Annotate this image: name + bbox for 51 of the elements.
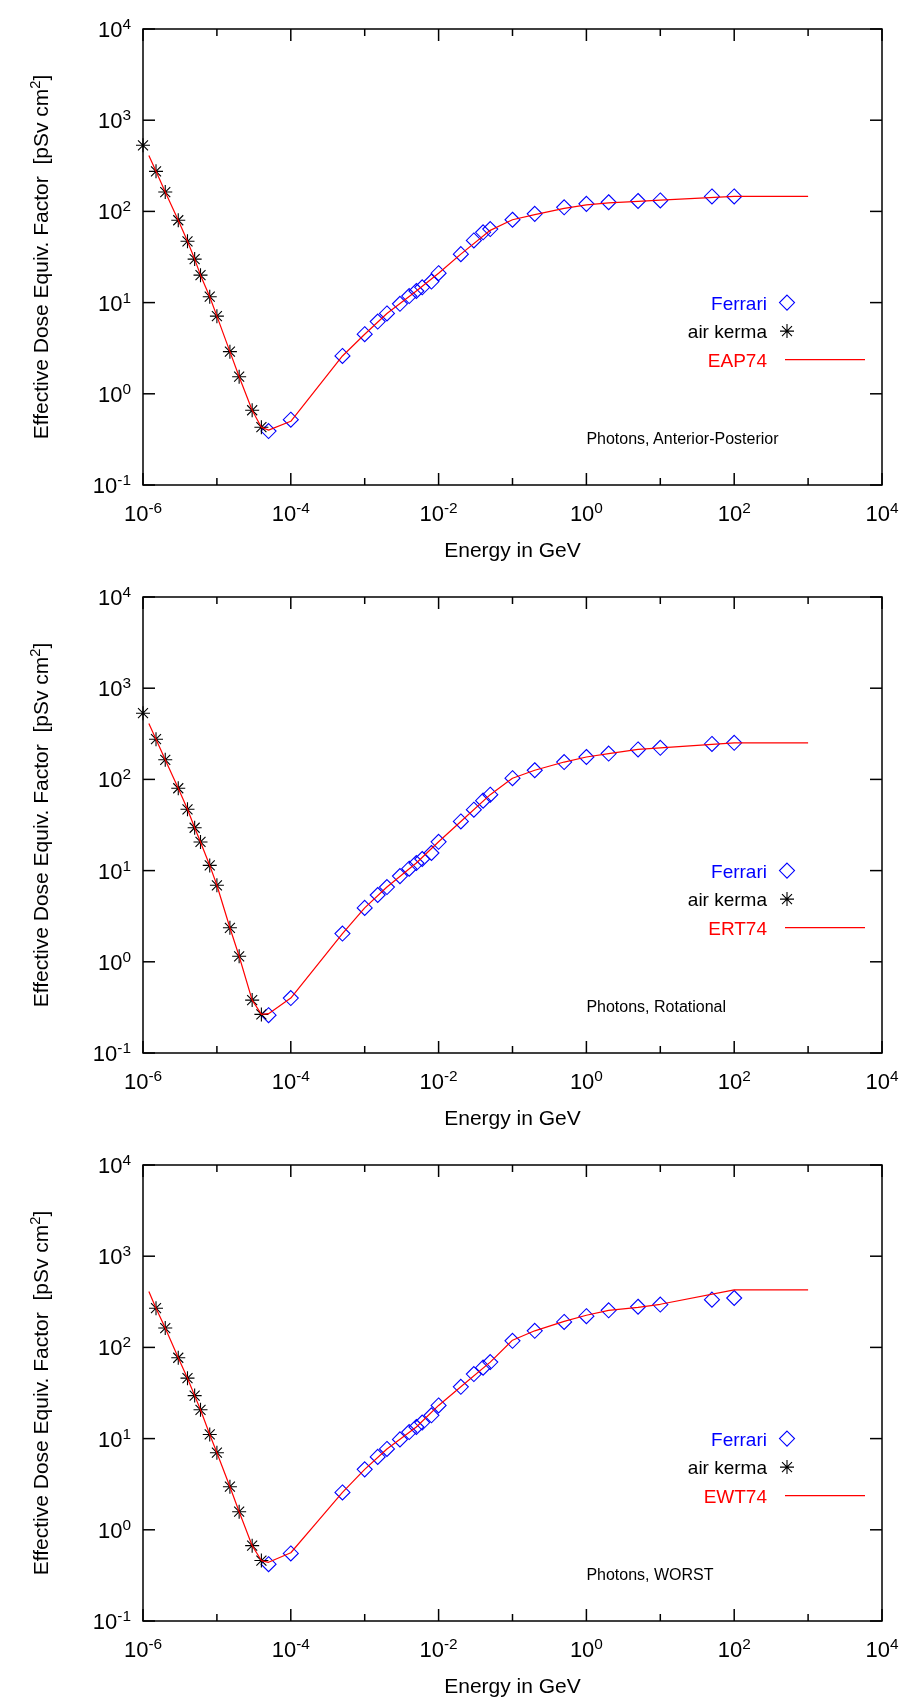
x-tick-label: 10$^{2}$ xyxy=(717,1634,751,1662)
y-tick-label: 10$^{1}$ xyxy=(97,288,131,316)
y-tick-label: 10$^{0}$ xyxy=(97,379,131,407)
x-tick-label: 10$^{-2}$ xyxy=(419,1634,458,1662)
y-tick-label: 10$^{4}$ xyxy=(97,14,132,42)
x-tick-label: 10$^{0}$ xyxy=(569,1634,603,1662)
legend-label: Ferrari xyxy=(711,1428,767,1450)
x-tick-label: 10$^{-6}$ xyxy=(123,1066,163,1094)
legend-label: Ferrari xyxy=(711,860,767,882)
x-tick-label: 10$^{-4}$ xyxy=(271,1634,311,1662)
x-tick-label: 10$^{4}$ xyxy=(865,498,899,526)
y-tick-label: 10$^{3}$ xyxy=(97,105,131,134)
legend-label: air kerma xyxy=(687,1457,768,1479)
y-tick-label: 10$^{0}$ xyxy=(97,947,131,975)
y-tick-label: 10$^{4}$ xyxy=(97,1150,132,1178)
x-tick-label: 10$^{-4}$ xyxy=(271,498,311,526)
y-tick-label: 10$^{0}$ xyxy=(97,1515,131,1543)
x-axis-title: Energy in GeV xyxy=(444,1106,581,1129)
y-tick-label: 10$^{4}$ xyxy=(97,582,132,610)
x-tick-label: 10$^{0}$ xyxy=(569,498,603,526)
y-tick-label: 10$^{2}$ xyxy=(97,1332,131,1361)
legend-label: air kerma xyxy=(687,889,768,911)
annotation: Photons, Anterior-Posterior xyxy=(586,429,780,447)
annotation: Photons, Rotational xyxy=(586,997,727,1015)
y-tick-label: 10$^{3}$ xyxy=(97,1241,131,1270)
x-tick-label: 10$^{-2}$ xyxy=(419,498,458,526)
y-tick-label: 10$^{2}$ xyxy=(97,764,131,793)
y-tick-label: 10$^{1}$ xyxy=(97,1424,131,1452)
legend-label: EWT74 xyxy=(703,1485,768,1507)
x-tick-label: 10$^{2}$ xyxy=(717,498,751,526)
y-tick-label: 10$^{3}$ xyxy=(97,673,131,702)
legend-label: Ferrari xyxy=(711,292,767,314)
y-tick-label: 10$^{-1}$ xyxy=(92,470,131,498)
legend-label: ERT74 xyxy=(708,917,768,939)
annotation: Photons, WORST xyxy=(586,1565,714,1583)
x-tick-label: 10$^{-4}$ xyxy=(271,1066,311,1094)
x-axis-title: Energy in GeV xyxy=(444,538,581,561)
x-tick-label: 10$^{-6}$ xyxy=(123,498,163,526)
legend-label: EAP74 xyxy=(707,349,768,371)
legend-label: air kerma xyxy=(687,321,768,343)
x-tick-label: 10$^{0}$ xyxy=(569,1066,603,1094)
x-axis-title: Energy in GeV xyxy=(444,1674,581,1697)
y-tick-label: 10$^{2}$ xyxy=(97,196,131,225)
y-tick-label: 10$^{-1}$ xyxy=(92,1606,131,1634)
y-tick-label: 10$^{-1}$ xyxy=(92,1038,131,1066)
x-tick-label: 10$^{-6}$ xyxy=(123,1634,163,1662)
x-tick-label: 10$^{-2}$ xyxy=(419,1066,458,1094)
x-tick-label: 10$^{4}$ xyxy=(865,1634,899,1662)
y-tick-label: 10$^{1}$ xyxy=(97,856,131,884)
x-tick-label: 10$^{4}$ xyxy=(865,1066,899,1094)
x-tick-label: 10$^{2}$ xyxy=(717,1066,751,1094)
